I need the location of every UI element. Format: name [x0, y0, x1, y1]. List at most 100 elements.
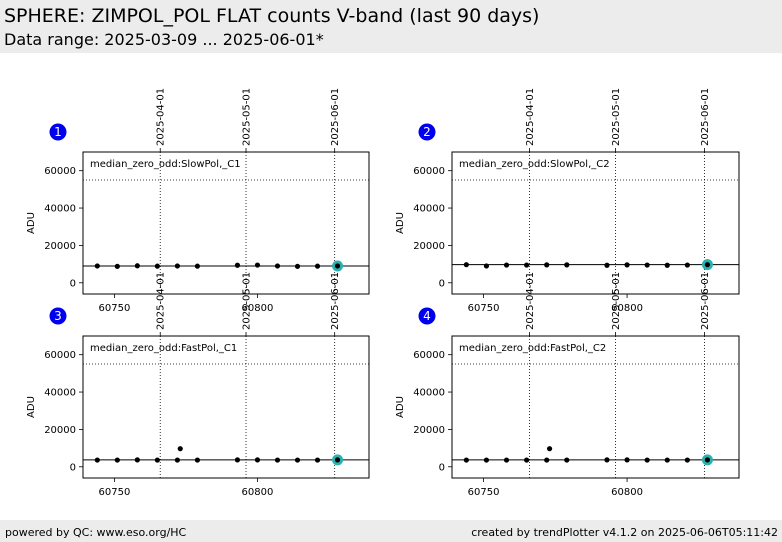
- data-point: [294, 263, 301, 269]
- panel-number-marker: [49, 123, 67, 141]
- data-point: [604, 262, 610, 268]
- date-tick-label: 2025-05-01: [611, 88, 622, 146]
- data-point: [624, 457, 630, 463]
- x-tick-label: 60800: [242, 303, 274, 314]
- x-tick-label: 60800: [611, 303, 643, 314]
- series-label: median_zero_odd:SlowPol,_C1: [90, 159, 241, 170]
- panel-number-marker: [49, 307, 67, 325]
- data-point: [134, 457, 140, 463]
- y-tick-label: 40000: [413, 388, 445, 399]
- data-point: [564, 457, 570, 463]
- data-point: [503, 262, 510, 268]
- y-tick-label: 0: [439, 278, 445, 289]
- date-tick-label: 2025-05-01: [242, 272, 253, 330]
- footer-band: powered by QC: www.eso.org/HC created by…: [0, 520, 782, 542]
- header-band: SPHERE: ZIMPOL_POL FLAT counts V-band (l…: [0, 0, 782, 53]
- x-tick-label: 60750: [99, 303, 131, 314]
- y-tick-label: 20000: [44, 241, 76, 252]
- panel-number-marker: [418, 307, 436, 325]
- data-point: [94, 457, 100, 463]
- data-point: [644, 262, 650, 268]
- data-point: [664, 457, 670, 463]
- data-point: [644, 457, 650, 463]
- data-point: [334, 263, 341, 269]
- y-axis-label: ADU: [395, 212, 406, 234]
- series-label: median_zero_odd:FastPol,_C1: [90, 343, 237, 354]
- data-point: [503, 457, 510, 463]
- chart-panel-1: 1 2025-04-01 2025-05-01 2025-06-01 0 20000 400…: [26, 88, 370, 314]
- date-tick-label: 2025-05-01: [242, 88, 253, 146]
- x-tick-label: 60800: [242, 487, 274, 498]
- data-point: [194, 263, 200, 269]
- data-point: [624, 262, 630, 268]
- panel-number-label: 2: [423, 125, 431, 139]
- data-point: [294, 457, 301, 463]
- data-point: [114, 457, 120, 463]
- data-point: [154, 263, 160, 269]
- y-tick-label: 60000: [44, 350, 76, 361]
- y-tick-label: 20000: [413, 241, 445, 252]
- data-point: [483, 263, 490, 269]
- series-label: median_zero_odd:SlowPol,_C2: [459, 159, 610, 170]
- data-point: [704, 262, 711, 268]
- date-tick-label: 2025-04-01: [525, 272, 536, 330]
- data-point: [546, 446, 553, 452]
- data-point: [254, 262, 261, 268]
- data-point: [564, 262, 570, 268]
- data-point: [544, 262, 550, 268]
- data-point: [174, 457, 180, 463]
- y-axis-label: ADU: [26, 212, 37, 234]
- date-tick-label: 2025-05-01: [611, 272, 622, 330]
- date-tick-label: 2025-06-01: [330, 272, 341, 330]
- data-point: [524, 262, 530, 268]
- data-point: [234, 457, 241, 463]
- data-point: [463, 262, 469, 268]
- data-point: [684, 457, 690, 463]
- chart-panel-3: 3 2025-04-01 2025-05-01 2025-06-01 0 20000 400…: [26, 272, 370, 498]
- y-tick-label: 40000: [413, 204, 445, 215]
- y-axis-label: ADU: [395, 396, 406, 418]
- chart-panel-4: 4 2025-04-01 2025-05-01 2025-06-01 0 20000 400…: [395, 272, 740, 498]
- data-point: [334, 457, 341, 463]
- data-point: [664, 262, 670, 268]
- y-tick-label: 0: [70, 462, 76, 473]
- x-tick-label: 60750: [99, 487, 131, 498]
- data-point: [177, 446, 183, 452]
- y-tick-label: 0: [439, 462, 445, 473]
- plot-frame: [451, 335, 740, 479]
- y-tick-label: 0: [70, 278, 76, 289]
- date-tick-label: 2025-04-01: [525, 88, 536, 146]
- panel-number-label: 3: [54, 309, 62, 323]
- plot-frame: [82, 335, 370, 479]
- data-point: [274, 263, 281, 269]
- y-tick-label: 60000: [413, 350, 445, 361]
- data-point: [544, 457, 550, 463]
- page-title: SPHERE: ZIMPOL_POL FLAT counts V-band (l…: [4, 5, 540, 27]
- data-point: [234, 262, 241, 268]
- data-point: [604, 457, 610, 463]
- y-tick-label: 60000: [413, 166, 445, 177]
- data-point: [463, 457, 469, 463]
- panel-number-label: 1: [54, 125, 62, 139]
- plot-frame: [451, 151, 740, 295]
- plot-frame: [82, 151, 370, 295]
- data-point: [114, 263, 120, 269]
- data-point: [483, 457, 490, 463]
- data-point: [94, 263, 100, 269]
- date-tick-label: 2025-06-01: [700, 88, 711, 146]
- footer-created-by: created by trendPlotter v4.1.2 on 2025-0…: [471, 526, 778, 539]
- date-tick-label: 2025-04-01: [156, 272, 167, 330]
- data-point: [274, 457, 281, 463]
- footer-credit: powered by QC: www.eso.org/HC: [5, 526, 187, 539]
- chart-panel-2: 2 2025-04-01 2025-05-01 2025-06-01 0 20000 400…: [395, 88, 740, 314]
- data-point: [254, 457, 261, 463]
- data-point: [194, 457, 200, 463]
- y-tick-label: 40000: [44, 204, 76, 215]
- data-point: [684, 262, 690, 268]
- date-tick-label: 2025-06-01: [330, 88, 341, 146]
- data-point: [314, 457, 321, 463]
- data-point: [134, 263, 140, 269]
- x-tick-label: 60750: [468, 303, 500, 314]
- series-label: median_zero_odd:FastPol,_C2: [459, 343, 606, 354]
